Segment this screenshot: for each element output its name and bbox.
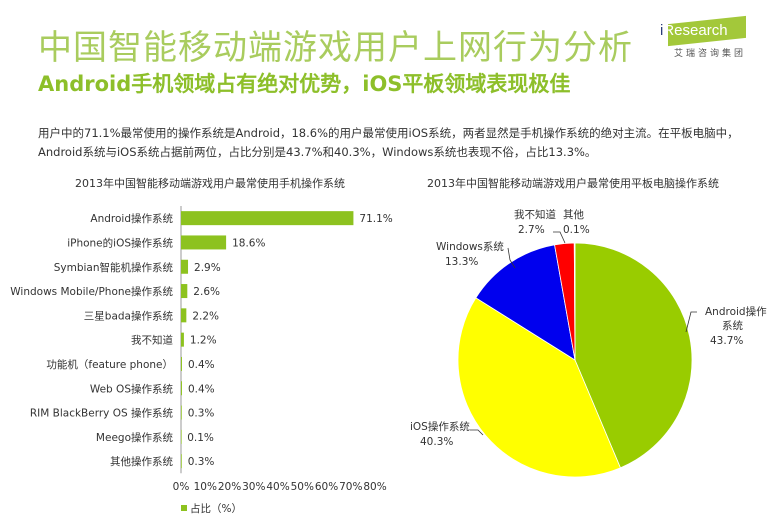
- data-label: 2.6%: [193, 286, 220, 298]
- data-label: 71.1%: [359, 213, 392, 225]
- bar: [181, 308, 187, 323]
- slice-value: 13.3%: [445, 256, 478, 268]
- data-label: 0.3%: [188, 456, 215, 468]
- leader-line: [553, 231, 566, 244]
- x-tick-label: 60%: [315, 481, 338, 493]
- leader-line: [470, 429, 484, 436]
- page-title: 中国智能移动端游戏用户上网行为分析: [38, 28, 633, 68]
- slice-name-cont: 系统: [722, 319, 743, 332]
- slice-value: 2.7%: [518, 224, 545, 236]
- category-label: Windows Mobile/Phone操作系统: [10, 285, 173, 298]
- x-tick-label: 70%: [339, 481, 362, 493]
- x-tick-label: 30%: [242, 481, 265, 493]
- bar: [181, 454, 182, 469]
- bar: [181, 235, 227, 250]
- slice-name: Android操作: [705, 305, 767, 318]
- category-label: 我不知道: [131, 334, 173, 347]
- slice-name: iOS操作系统: [410, 420, 470, 433]
- bar: [181, 211, 354, 226]
- bar-chart-title: 2013年中国智能移动端游戏用户最常使用手机操作系统: [75, 177, 345, 190]
- bar: [181, 332, 184, 347]
- category-label: Android操作系统: [90, 212, 173, 225]
- data-label: 2.2%: [192, 310, 219, 322]
- data-label: 0.1%: [187, 432, 214, 444]
- pie-slice: [475, 244, 576, 361]
- bar: [181, 429, 182, 444]
- slice-name: Windows系统: [436, 240, 504, 253]
- leader-line: [685, 311, 697, 333]
- logo-text: iResearch: [660, 22, 728, 39]
- x-tick-label: 40%: [266, 481, 289, 493]
- bar: [181, 259, 189, 274]
- pie-slice: [574, 242, 693, 469]
- data-label: 0.3%: [188, 408, 215, 420]
- x-tick-label: 0%: [173, 481, 190, 493]
- category-label: RIM BlackBerry OS 操作系统: [30, 407, 174, 420]
- x-tick-label: 50%: [291, 481, 314, 493]
- category-label: Web OS操作系统: [90, 382, 174, 395]
- x-tick-label: 20%: [218, 481, 241, 493]
- slice-name: 我不知道: [514, 208, 556, 221]
- data-label: 2.9%: [194, 262, 221, 274]
- bar: [181, 284, 188, 299]
- data-label: 0.4%: [188, 383, 215, 395]
- x-tick-label: 80%: [363, 481, 386, 493]
- bar: [181, 381, 182, 396]
- data-label: 1.2%: [190, 335, 217, 347]
- leader-line: [507, 247, 516, 269]
- iresearch-logo: iResearch 艾瑞咨询集团: [650, 15, 750, 60]
- slice-value: 0.1%: [563, 224, 590, 236]
- category-label: 其他操作系统: [110, 455, 173, 468]
- description: 用户中的71.1%最常使用的操作系统是Android，18.6%的用户最常使用i…: [38, 126, 739, 159]
- legend-label: 占比（%）: [190, 502, 242, 515]
- bar: [181, 356, 182, 371]
- data-label: 0.4%: [188, 359, 215, 371]
- category-label: Symbian智能机操作系统: [54, 261, 174, 274]
- pie-slice: [457, 297, 621, 478]
- slice-value: 40.3%: [420, 436, 453, 448]
- slice-name: 其他: [563, 208, 584, 221]
- logo-cn: 艾瑞咨询集团: [674, 49, 747, 59]
- category-label: 功能机（feature phone）: [46, 358, 173, 371]
- slice-value: 43.7%: [710, 335, 743, 347]
- category-label: iPhone的iOS操作系统: [67, 236, 173, 249]
- pie-slice: [573, 242, 576, 361]
- x-tick-label: 10%: [194, 481, 217, 493]
- legend-swatch: [181, 505, 187, 511]
- category-label: 三星bada操作系统: [84, 309, 174, 322]
- category-label: Meego操作系统: [96, 431, 174, 444]
- pie-chart-title: 2013年中国智能移动端游戏用户最常使用平板电脑操作系统: [427, 177, 719, 190]
- page-subtitle: Android手机领域占有绝对优势，iOS平板领域表现极佳: [38, 72, 571, 96]
- bar: [181, 405, 182, 420]
- data-label: 18.6%: [232, 237, 265, 249]
